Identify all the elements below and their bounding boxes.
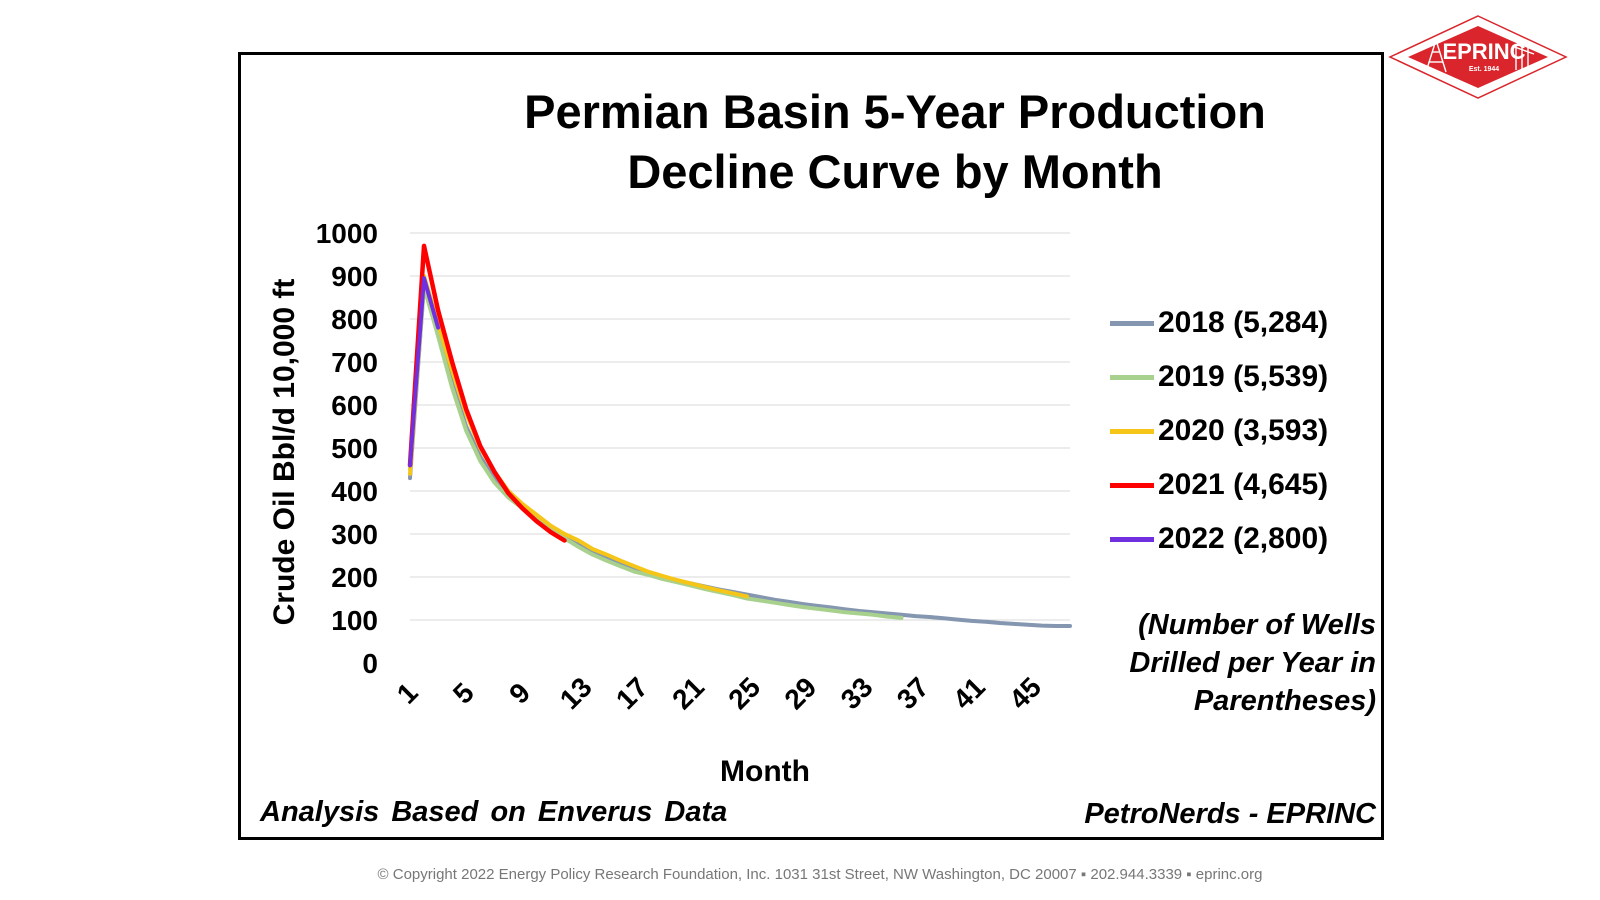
legend-item: 2020 (3,593) <box>1110 404 1370 458</box>
x-tick-label: 5 <box>447 677 480 710</box>
y-tick-label: 800 <box>331 304 378 335</box>
y-tick-label: 200 <box>331 562 378 593</box>
legend-item: 2018 (5,284) <box>1110 296 1370 350</box>
legend-label: 2019 (5,539) <box>1158 360 1329 393</box>
series-lines <box>407 243 1072 628</box>
legend-item: 2019 (5,539) <box>1110 350 1370 404</box>
wells-note-line-3: Parentheses) <box>1193 685 1376 717</box>
y-tick-label: 500 <box>331 433 378 464</box>
eprinc-logo: EPRINC Est. 1944 <box>1388 15 1568 99</box>
y-axis-label: Crude Oil Bbl/d 10,000 ft <box>268 279 301 626</box>
chart-title-line-1: Permian Basin 5-Year Production <box>524 85 1266 138</box>
x-tick-label: 29 <box>778 671 822 715</box>
chart-frame <box>238 52 1384 840</box>
x-tick-label: 45 <box>1003 671 1047 715</box>
legend-label: 2022 (2,800) <box>1158 522 1329 555</box>
x-tick-label: 9 <box>503 677 536 710</box>
y-tick-label: 900 <box>331 261 378 292</box>
legend-item: 2021 (4,645) <box>1110 458 1370 512</box>
wells-note-line-1: (Number of Wells <box>1138 609 1376 641</box>
legend-label: 2020 (3,593) <box>1158 414 1329 447</box>
x-tick-label: 21 <box>666 671 710 715</box>
logo-est: Est. 1944 <box>1469 66 1499 73</box>
x-tick-label: 17 <box>610 671 654 715</box>
series-line-2022 <box>408 276 441 468</box>
legend-label: 2021 (4,645) <box>1158 468 1329 501</box>
wells-note-line-2: Drilled per Year in <box>1129 647 1376 679</box>
wells-note: (Number of Wells Drilled per Year in Par… <box>1060 606 1376 720</box>
x-tick-label: 41 <box>947 671 991 715</box>
y-tick-label: 600 <box>331 390 378 421</box>
x-tick-label: 13 <box>554 671 598 715</box>
legend-swatch <box>1110 482 1154 488</box>
x-axis-ticks: 1 5 9 13 17 21 25 29 33 37 41 45 <box>391 671 1047 715</box>
legend-swatch <box>1110 536 1154 542</box>
data-source-note: Analysis Based on Enverus Data <box>260 796 728 828</box>
chart-title: Permian Basin 5-Year Production Decline … <box>445 82 1345 202</box>
author-credit: PetroNerds - EPRINC <box>1084 798 1376 830</box>
series-line-2019 <box>408 284 904 620</box>
y-tick-label: 0 <box>362 648 378 679</box>
y-tick-label: 700 <box>331 347 378 378</box>
y-tick-label: 1000 <box>316 218 378 249</box>
x-tick-label: 37 <box>891 671 935 715</box>
logo-name: EPRINC <box>1442 39 1525 64</box>
x-axis-label: Month <box>720 755 810 788</box>
y-tick-label: 100 <box>331 605 378 636</box>
chart-title-line-2: Decline Curve by Month <box>627 145 1163 198</box>
chart-legend: 2018 (5,284) 2019 (5,539) 2020 (3,593) 2021… <box>1110 296 1370 566</box>
legend-label: 2018 (5,284) <box>1158 306 1329 339</box>
legend-swatch <box>1110 320 1154 326</box>
gridlines <box>410 232 1070 621</box>
copyright-footer: © Copyright 2022 Energy Policy Research … <box>377 866 1263 883</box>
y-axis-ticks: 0 100 200 300 400 500 600 700 800 900 1000 <box>316 218 378 679</box>
legend-swatch <box>1110 428 1154 434</box>
series-line-2018 <box>408 282 1072 628</box>
x-tick-label: 25 <box>722 671 766 715</box>
y-tick-label: 300 <box>331 519 378 550</box>
y-tick-label: 400 <box>331 476 378 507</box>
legend-swatch <box>1110 374 1154 380</box>
x-tick-label: 33 <box>835 671 879 715</box>
series-line-2021 <box>407 243 567 543</box>
x-tick-label: 1 <box>391 677 424 710</box>
legend-item: 2022 (2,800) <box>1110 512 1370 566</box>
